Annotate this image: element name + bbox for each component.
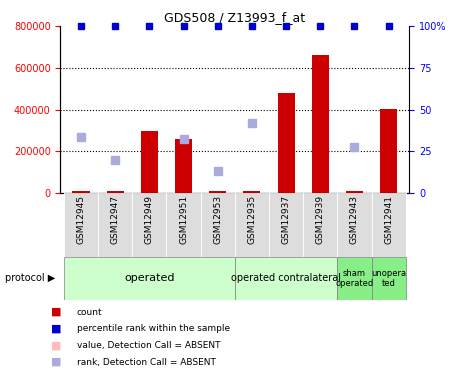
Text: ■: ■ bbox=[51, 307, 62, 317]
Text: value, Detection Call = ABSENT: value, Detection Call = ABSENT bbox=[77, 341, 220, 350]
Text: GSM12941: GSM12941 bbox=[384, 195, 393, 244]
Title: GDS508 / Z13993_f_at: GDS508 / Z13993_f_at bbox=[164, 11, 306, 24]
Text: rank, Detection Call = ABSENT: rank, Detection Call = ABSENT bbox=[77, 358, 216, 367]
Text: GSM12935: GSM12935 bbox=[247, 195, 256, 244]
Text: GSM12943: GSM12943 bbox=[350, 195, 359, 244]
Bar bbox=[312, 56, 329, 193]
Text: GSM12939: GSM12939 bbox=[316, 195, 325, 244]
Bar bbox=[132, 193, 166, 257]
Text: GSM12947: GSM12947 bbox=[111, 195, 120, 244]
Text: GSM12953: GSM12953 bbox=[213, 195, 222, 244]
Bar bbox=[235, 257, 338, 300]
Text: GSM12951: GSM12951 bbox=[179, 195, 188, 244]
Bar bbox=[106, 191, 124, 193]
Text: protocol ▶: protocol ▶ bbox=[5, 273, 55, 284]
Text: GSM12937: GSM12937 bbox=[282, 195, 291, 244]
Bar bbox=[64, 257, 235, 300]
Bar bbox=[372, 257, 406, 300]
Bar bbox=[200, 193, 235, 257]
Text: count: count bbox=[77, 308, 102, 316]
Bar bbox=[64, 193, 98, 257]
Text: sham
operated: sham operated bbox=[335, 269, 373, 288]
Bar bbox=[346, 191, 363, 193]
Text: operated: operated bbox=[124, 273, 174, 284]
Bar bbox=[73, 192, 89, 193]
Bar bbox=[278, 93, 295, 193]
Bar bbox=[303, 193, 338, 257]
Bar bbox=[243, 191, 260, 193]
Text: ■: ■ bbox=[51, 340, 62, 350]
Bar bbox=[269, 193, 303, 257]
Text: unopera
ted: unopera ted bbox=[371, 269, 406, 288]
Bar bbox=[380, 109, 397, 193]
Text: GSM12945: GSM12945 bbox=[76, 195, 86, 244]
Text: ■: ■ bbox=[51, 357, 62, 367]
Bar bbox=[235, 193, 269, 257]
Bar bbox=[209, 192, 226, 193]
Bar bbox=[166, 193, 200, 257]
Bar bbox=[175, 139, 192, 193]
Text: ■: ■ bbox=[51, 324, 62, 334]
Bar bbox=[372, 193, 406, 257]
Bar bbox=[338, 193, 372, 257]
Text: GSM12949: GSM12949 bbox=[145, 195, 154, 244]
Text: operated contralateral: operated contralateral bbox=[231, 273, 341, 284]
Bar bbox=[141, 130, 158, 193]
Bar bbox=[98, 193, 132, 257]
Bar bbox=[338, 257, 372, 300]
Text: percentile rank within the sample: percentile rank within the sample bbox=[77, 324, 230, 333]
